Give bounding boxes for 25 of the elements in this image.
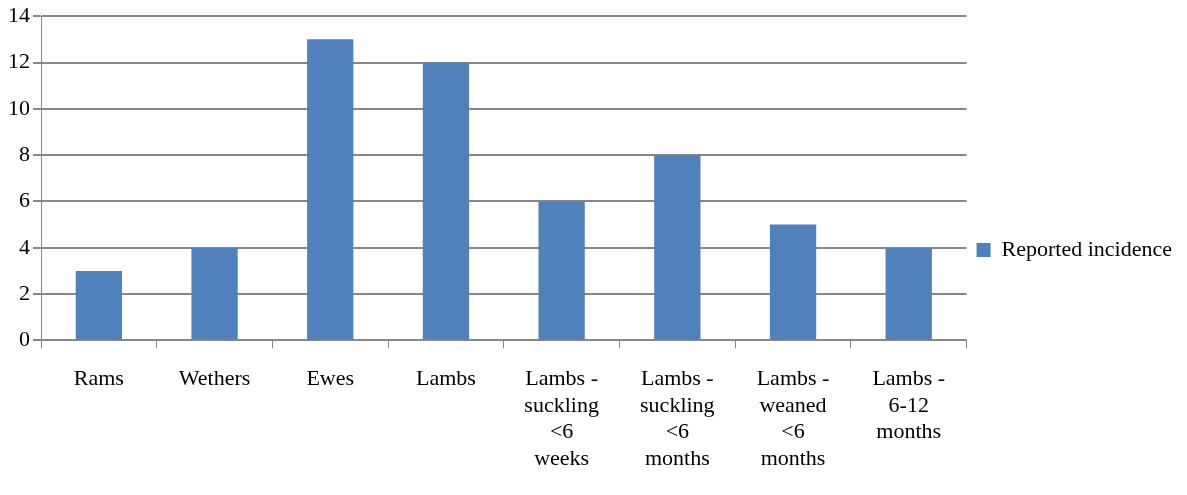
y-tick-label: 2	[19, 279, 30, 305]
bar	[307, 39, 354, 340]
y-tick-label: 14	[8, 1, 30, 27]
y-tick-label: 0	[19, 326, 30, 352]
y-tick-label: 4	[19, 233, 30, 259]
bar	[191, 247, 238, 340]
bar	[538, 201, 585, 340]
bar	[769, 224, 817, 340]
x-tick-label: Rams	[73, 365, 124, 391]
y-tick-label: 10	[8, 94, 30, 120]
bar	[75, 270, 122, 340]
y-tick-label: 8	[19, 140, 30, 166]
y-tick-label: 12	[8, 48, 30, 74]
x-tick-label: Wethers	[178, 365, 251, 391]
bar	[422, 62, 470, 340]
x-tick-label: Lambs - suckling <6 months	[640, 365, 715, 470]
x-tick-label: Lambs - weaned <6 months	[756, 365, 830, 470]
x-tick-label: Lambs - 6-12 months	[872, 365, 946, 444]
bar	[885, 247, 932, 340]
y-tick-label: 6	[19, 187, 30, 213]
legend-label: Reported incidence	[1001, 235, 1173, 261]
x-tick-label: Lambs - suckling <6 weeks	[524, 365, 599, 470]
x-tick-label: Ewes	[306, 365, 355, 391]
x-tick-label: Lambs	[415, 365, 476, 391]
bar	[654, 155, 701, 340]
